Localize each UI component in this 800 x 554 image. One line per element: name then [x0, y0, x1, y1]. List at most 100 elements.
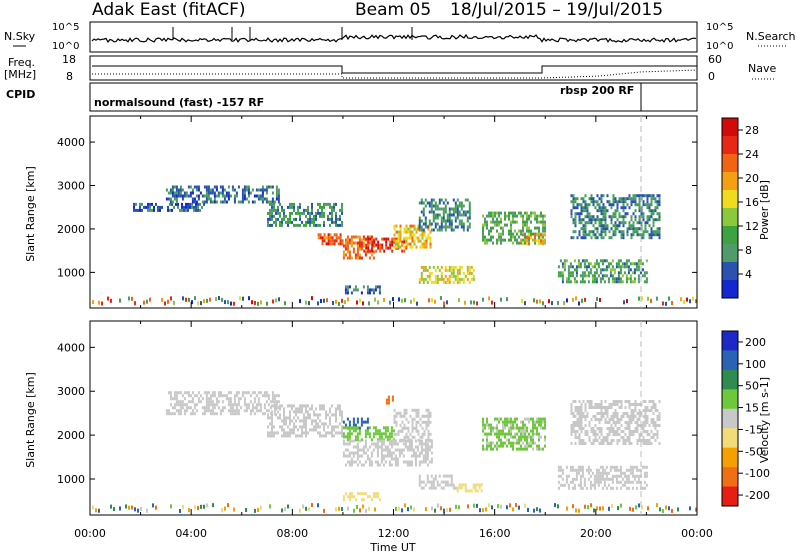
data-cell — [189, 394, 192, 398]
data-cell — [559, 259, 562, 263]
data-cell — [585, 259, 588, 263]
data-cell — [612, 224, 615, 228]
data-cell — [187, 400, 190, 404]
data-cell — [291, 404, 293, 408]
data-cell — [621, 274, 624, 278]
data-cell — [496, 429, 498, 433]
data-cell — [147, 208, 149, 212]
data-cell — [425, 420, 428, 424]
data-cell — [532, 429, 534, 433]
data-cell — [658, 415, 661, 418]
data-cell — [468, 489, 471, 493]
data-cell — [360, 291, 363, 295]
data-cell — [642, 427, 645, 430]
data-cell — [579, 477, 582, 481]
data-cell — [333, 220, 335, 224]
data-cell — [187, 394, 190, 398]
data-cell — [446, 213, 449, 217]
data-cell — [382, 439, 385, 443]
data-cell — [393, 245, 396, 249]
data-cell — [510, 223, 512, 227]
data-cell — [588, 439, 591, 442]
data-cell — [586, 400, 589, 403]
data-cell — [281, 428, 283, 432]
data-cell — [572, 412, 575, 415]
data-cell — [612, 230, 615, 234]
data-cell — [197, 197, 200, 201]
data-cell — [458, 222, 461, 226]
data-cell — [502, 441, 504, 445]
data-cell — [570, 412, 573, 415]
data-cell — [498, 420, 500, 424]
data-cell — [486, 223, 488, 227]
data-cell — [583, 483, 586, 487]
colorbar-tick-label: -50 — [745, 445, 763, 458]
data-cell — [510, 229, 512, 233]
data-cell — [223, 200, 226, 204]
data-cell — [356, 235, 359, 239]
data-cell — [187, 194, 190, 198]
data-cell — [606, 421, 609, 424]
data-cell — [205, 200, 208, 204]
data-cell — [335, 413, 337, 417]
cpid-mode-1: normalsound (fast) -157 RF — [94, 96, 264, 109]
data-cell — [344, 492, 347, 496]
clutter-cell — [629, 506, 631, 511]
data-cell — [472, 274, 475, 278]
data-cell — [358, 492, 361, 496]
data-cell — [512, 435, 514, 439]
data-cell — [504, 441, 506, 445]
data-cell — [634, 215, 637, 219]
data-cell — [341, 416, 343, 420]
data-cell — [650, 194, 653, 198]
data-cell — [175, 403, 178, 407]
data-cell — [239, 397, 242, 401]
data-cell — [636, 203, 639, 207]
data-cell — [474, 489, 477, 493]
data-cell — [295, 217, 297, 221]
clutter-cell — [668, 506, 670, 511]
data-cell — [610, 424, 613, 427]
clutter-cell — [218, 296, 220, 301]
data-cell — [504, 420, 506, 424]
data-cell — [567, 483, 570, 487]
data-cell — [207, 406, 210, 410]
data-cell — [637, 474, 640, 478]
data-cell — [656, 212, 659, 216]
data-cell — [570, 433, 573, 436]
data-cell — [582, 442, 585, 445]
data-cell — [425, 426, 428, 430]
clutter-cell — [536, 507, 538, 512]
data-cell — [335, 236, 338, 240]
data-cell — [289, 422, 291, 426]
clutter-cell — [638, 296, 640, 301]
data-cell — [271, 208, 273, 212]
data-cell — [418, 477, 421, 481]
data-cell — [380, 442, 383, 446]
clutter-cell — [134, 507, 136, 512]
data-cell — [263, 406, 266, 410]
data-cell — [613, 468, 616, 472]
data-cell — [572, 194, 575, 198]
data-cell — [275, 413, 277, 417]
data-cell — [606, 227, 609, 231]
data-cell — [593, 274, 596, 278]
data-cell — [413, 233, 416, 237]
data-cell — [636, 233, 639, 237]
colorbar-frame — [721, 330, 739, 507]
data-cell — [621, 477, 624, 481]
data-cell — [425, 242, 428, 246]
data-cell — [421, 435, 424, 439]
data-cell — [425, 438, 428, 442]
data-cell — [567, 474, 570, 478]
data-cell — [486, 441, 488, 445]
clutter-cell — [212, 503, 214, 508]
data-cell — [637, 268, 640, 272]
data-cell — [317, 233, 320, 237]
data-cell — [245, 188, 248, 192]
data-cell — [171, 397, 174, 401]
data-cell — [504, 211, 506, 215]
data-cell — [636, 227, 639, 231]
data-cell — [354, 253, 357, 257]
data-cell — [147, 202, 149, 206]
